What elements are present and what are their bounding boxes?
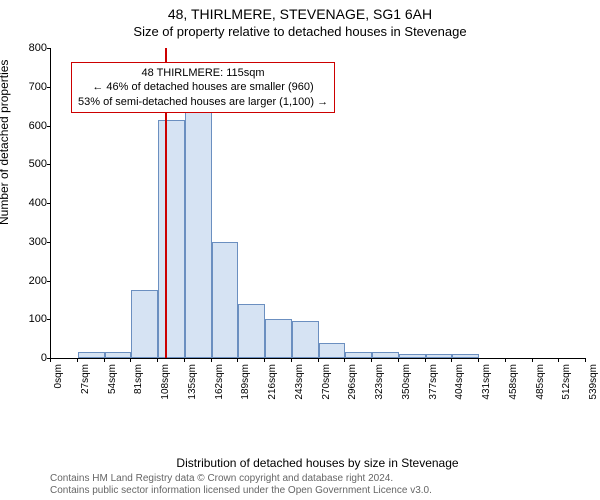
x-axis-label: Distribution of detached houses by size … — [50, 456, 585, 470]
attribution: Contains HM Land Registry data © Crown c… — [50, 473, 585, 497]
y-tick-label: 500 — [13, 158, 47, 170]
histogram-bar — [238, 304, 265, 358]
histogram-bar — [265, 319, 292, 358]
y-tick-label: 300 — [13, 236, 47, 248]
x-tick-mark — [211, 358, 212, 362]
x-tick-label: 512sqm — [561, 364, 572, 400]
x-tick-label: 270sqm — [321, 364, 332, 400]
x-tick-mark — [344, 358, 345, 362]
histogram-bar — [78, 352, 105, 358]
y-tick-label: 200 — [13, 275, 47, 287]
y-tick-mark — [47, 126, 51, 127]
chart-title: 48, THIRLMERE, STEVENAGE, SG1 6AH — [0, 0, 600, 22]
histogram-bar — [105, 352, 132, 358]
y-tick-mark — [47, 48, 51, 49]
chart-area: 010020030040050060070080048 THIRLMERE: 1… — [50, 48, 585, 418]
x-tick-label: 27sqm — [80, 364, 91, 394]
histogram-bar — [426, 354, 453, 358]
x-tick-mark — [237, 358, 238, 362]
x-tick-label: 243sqm — [294, 364, 305, 400]
x-tick-mark — [184, 358, 185, 362]
x-tick-label: 458sqm — [508, 364, 519, 400]
y-tick-mark — [47, 319, 51, 320]
x-tick-mark — [425, 358, 426, 362]
x-tick-label: 350sqm — [401, 364, 412, 400]
x-tick-label: 54sqm — [107, 364, 118, 394]
chart-subtitle: Size of property relative to detached ho… — [0, 22, 600, 39]
x-tick-label: 404sqm — [454, 364, 465, 400]
x-tick-mark — [451, 358, 452, 362]
x-tick-mark — [264, 358, 265, 362]
annotation-line: 53% of semi-detached houses are larger (… — [78, 95, 328, 109]
annotation-box: 48 THIRLMERE: 115sqm← 46% of detached ho… — [71, 62, 335, 113]
attribution-line: Contains public sector information licen… — [50, 485, 585, 497]
y-tick-label: 600 — [13, 120, 47, 132]
y-tick-mark — [47, 281, 51, 282]
histogram-bar — [131, 290, 158, 358]
attribution-line: Contains HM Land Registry data © Crown c… — [50, 473, 585, 485]
histogram-bar — [319, 343, 346, 359]
y-tick-label: 800 — [13, 42, 47, 54]
x-tick-label: 162sqm — [214, 364, 225, 400]
x-tick-mark — [398, 358, 399, 362]
y-tick-mark — [47, 164, 51, 165]
x-tick-mark — [558, 358, 559, 362]
plot-area: 010020030040050060070080048 THIRLMERE: 1… — [50, 48, 586, 359]
histogram-bar — [185, 102, 212, 358]
x-tick-label: 108sqm — [160, 364, 171, 400]
x-tick-mark — [77, 358, 78, 362]
x-tick-label: 81sqm — [133, 364, 144, 394]
x-tick-mark — [585, 358, 586, 362]
histogram-bar — [158, 120, 185, 358]
x-tick-mark — [318, 358, 319, 362]
x-tick-mark — [291, 358, 292, 362]
y-tick-mark — [47, 242, 51, 243]
y-tick-mark — [47, 87, 51, 88]
y-tick-label: 100 — [13, 313, 47, 325]
histogram-bar — [372, 352, 399, 358]
x-tick-label: 431sqm — [481, 364, 492, 400]
x-tick-label: 189sqm — [240, 364, 251, 400]
histogram-bar — [212, 242, 239, 358]
y-tick-label: 700 — [13, 81, 47, 93]
chart-container: 48, THIRLMERE, STEVENAGE, SG1 6AH Size o… — [0, 0, 600, 500]
x-tick-mark — [532, 358, 533, 362]
x-tick-mark — [371, 358, 372, 362]
x-tick-label: 377sqm — [428, 364, 439, 400]
x-tick-label: 296sqm — [347, 364, 358, 400]
x-tick-mark — [478, 358, 479, 362]
histogram-bar — [452, 354, 479, 358]
x-tick-label: 485sqm — [535, 364, 546, 400]
x-tick-mark — [50, 358, 51, 362]
x-tick-label: 0sqm — [53, 364, 64, 388]
y-tick-label: 400 — [13, 197, 47, 209]
x-tick-mark — [104, 358, 105, 362]
annotation-line: 48 THIRLMERE: 115sqm — [78, 66, 328, 80]
x-tick-label: 216sqm — [267, 364, 278, 400]
histogram-bar — [399, 354, 426, 358]
y-tick-label: 0 — [13, 352, 47, 364]
histogram-bar — [292, 321, 319, 358]
x-tick-mark — [130, 358, 131, 362]
x-tick-label: 135sqm — [187, 364, 198, 400]
x-tick-label: 539sqm — [588, 364, 599, 400]
histogram-bar — [345, 352, 372, 358]
x-tick-mark — [505, 358, 506, 362]
y-tick-mark — [47, 203, 51, 204]
x-tick-mark — [157, 358, 158, 362]
annotation-line: ← 46% of detached houses are smaller (96… — [78, 80, 328, 94]
x-tick-label: 323sqm — [374, 364, 385, 400]
y-axis-label: Number of detached properties — [0, 60, 11, 225]
